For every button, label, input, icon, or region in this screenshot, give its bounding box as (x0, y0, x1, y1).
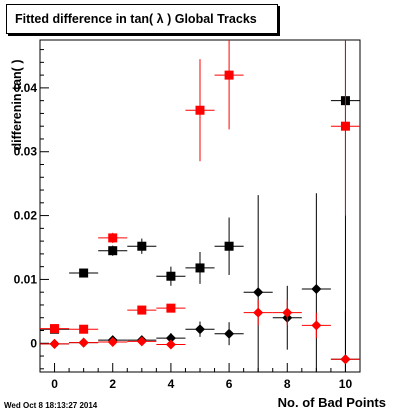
series-2-point (243, 195, 273, 372)
diamond-marker (49, 338, 60, 349)
series-2-point (301, 193, 331, 372)
series-3-point (330, 354, 360, 365)
diamond-marker (107, 336, 118, 347)
square-marker (108, 233, 118, 243)
diamond-marker (195, 324, 205, 335)
series-0-point (214, 217, 244, 275)
x-tick-label: 4 (168, 377, 175, 391)
y-axis-label: differenin tan( ) (10, 59, 24, 151)
x-tick-label: 10 (339, 377, 353, 391)
square-marker (166, 271, 176, 281)
series-2-point (185, 321, 215, 337)
series-1-point (98, 232, 128, 244)
series-0-point (127, 238, 157, 254)
series-3-point (127, 336, 157, 347)
diamond-marker (253, 287, 264, 298)
diamond-marker (136, 336, 147, 347)
diamond-marker (340, 354, 351, 365)
y-tick-label: 0 (30, 336, 37, 350)
series-1-point (330, 40, 360, 216)
y-tick-label: 0.01 (14, 272, 38, 286)
series-1-point (127, 305, 157, 315)
y-tick-label: 0.03 (14, 145, 38, 159)
square-marker (108, 246, 118, 256)
series-3-point (69, 337, 99, 348)
series-2-point (214, 322, 244, 346)
square-marker (137, 305, 147, 315)
square-marker (79, 268, 89, 278)
x-tick-label: 8 (284, 377, 291, 391)
series-3-point (301, 312, 331, 339)
series-3-point (156, 339, 186, 350)
x-tick-label: 2 (109, 377, 116, 391)
series-1-point (185, 59, 215, 162)
series-0-point (185, 251, 215, 284)
square-marker (195, 105, 205, 115)
series-1-point (69, 324, 99, 334)
series-1-point (156, 303, 186, 313)
square-marker (50, 324, 60, 334)
square-marker (137, 241, 147, 251)
series-3-point (40, 338, 70, 349)
series-0-point (156, 266, 186, 286)
series-0-point (69, 268, 99, 278)
series-1-point (214, 40, 244, 130)
chart-title-box: Fitted difference in tan( λ ) Global Tra… (6, 4, 278, 34)
chart-title: Fitted difference in tan( λ ) Global Tra… (15, 12, 257, 26)
x-axis-label: No. of Bad Points (277, 395, 386, 410)
square-marker (79, 324, 89, 334)
series-1-point (40, 324, 70, 334)
y-tick-label: 0.02 (14, 209, 38, 223)
diamond-marker (311, 284, 322, 294)
x-tick-label: 0 (51, 377, 58, 391)
series-0-point (98, 245, 128, 256)
square-marker (224, 241, 234, 251)
diamond-marker (282, 307, 293, 318)
diamond-marker (165, 333, 176, 344)
square-marker (340, 121, 350, 131)
series-3-point (243, 299, 273, 326)
square-marker (224, 70, 234, 80)
diamond-marker (224, 328, 235, 339)
y-tick-label: 0.04 (14, 81, 38, 95)
series-3-point (272, 299, 302, 326)
timestamp: Wed Oct 8 18:13:27 2014 (4, 401, 98, 410)
diamond-marker (311, 320, 322, 331)
diamond-marker (253, 307, 264, 318)
square-marker (195, 263, 205, 273)
diamond-marker (78, 337, 89, 348)
diamond-marker (165, 339, 176, 350)
x-tick-label: 6 (226, 377, 233, 391)
series-3-point (98, 336, 128, 347)
square-marker (166, 303, 176, 313)
